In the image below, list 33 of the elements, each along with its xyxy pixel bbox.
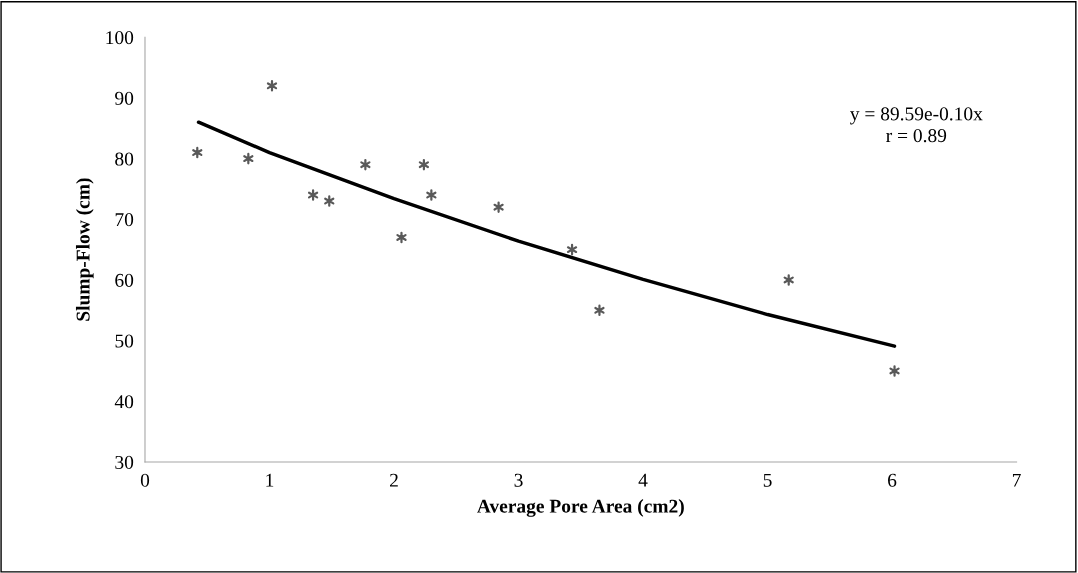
point — [324, 195, 335, 207]
point — [243, 152, 254, 165]
x-tick-label: 7 — [1012, 473, 1021, 487]
point — [418, 158, 430, 171]
y-tick-label: 90 — [115, 91, 134, 105]
point — [266, 80, 278, 92]
y-tick-label: 50 — [115, 334, 134, 348]
point — [360, 158, 371, 171]
point — [307, 189, 319, 201]
x-axis-title: Average Pore Area (cm2) — [477, 499, 684, 517]
x-tick-label: 2 — [390, 473, 398, 487]
point — [594, 304, 605, 317]
y-tick-label: 60 — [115, 273, 134, 287]
annotation: y = 89.59e-0.10x r = 0.89 — [850, 107, 983, 143]
y-tick-label: 80 — [115, 152, 134, 166]
point — [566, 243, 578, 256]
point — [493, 201, 504, 213]
x-tick-label: 5 — [763, 473, 772, 487]
point — [426, 189, 437, 201]
x-tick-label: 3 — [514, 473, 523, 487]
y-axis-title: Slump-Flow (cm) — [75, 178, 94, 321]
x-tick-label: 1 — [266, 473, 274, 487]
y-tick-label: 30 — [115, 455, 134, 469]
point — [783, 274, 794, 286]
x-tick-label: 4 — [638, 473, 648, 487]
point — [192, 146, 203, 159]
x-tick-label: 6 — [888, 473, 897, 487]
x-tick-label: 0 — [140, 473, 150, 487]
point — [396, 231, 407, 244]
y-tick-label: 100 — [106, 31, 134, 45]
point — [889, 365, 900, 377]
y-tick-label: 40 — [114, 395, 134, 409]
y-tick-label: 70 — [115, 213, 134, 227]
